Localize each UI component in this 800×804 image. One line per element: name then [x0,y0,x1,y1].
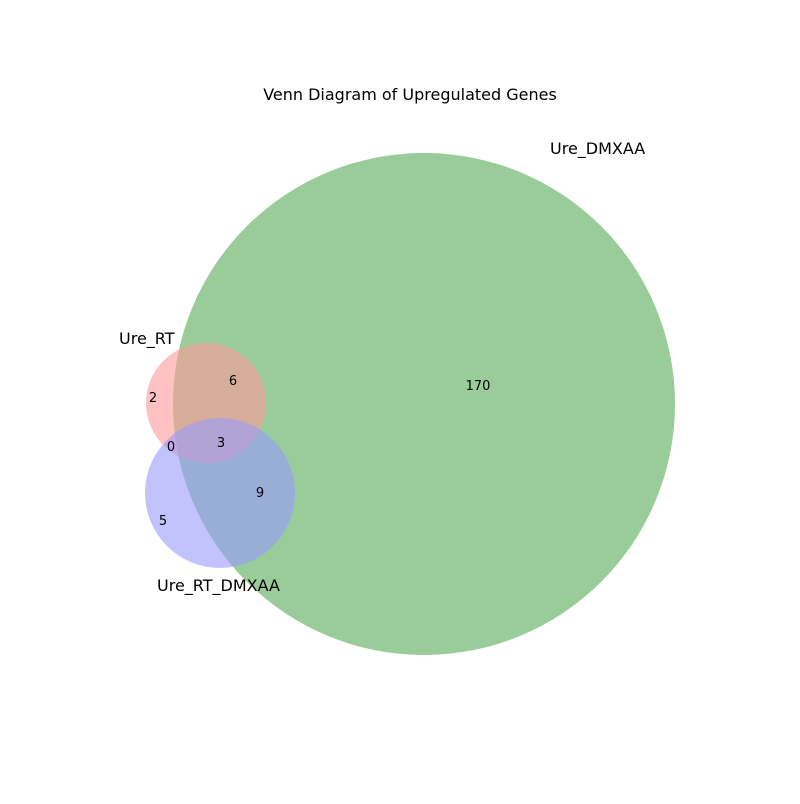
region-count-ure-dmxaa-only: 170 [466,379,491,394]
set-label-ure-dmxaa: Ure_DMXAA [550,139,645,159]
set-circle-ure-rt-dmxaa [145,418,295,568]
region-count-ure-rt-and-ure-dmxaa: 6 [229,374,237,389]
set-label-ure-rt: Ure_RT [119,329,175,349]
region-count-all-three: 3 [217,436,225,451]
set-label-ure-rt-dmxaa: Ure_RT_DMXAA [157,576,280,596]
region-count-ure-rt-and-ure-rt-dmxaa: 0 [167,440,175,455]
region-count-ure-dmxaa-and-ure-rt-dmxaa: 9 [256,486,264,501]
region-count-ure-rt-only: 2 [149,391,157,406]
region-count-ure-rt-dmxaa-only: 5 [159,514,167,529]
set-circle-ure-dmxaa [173,153,675,655]
diagram-title: Venn Diagram of Upregulated Genes [263,85,557,104]
